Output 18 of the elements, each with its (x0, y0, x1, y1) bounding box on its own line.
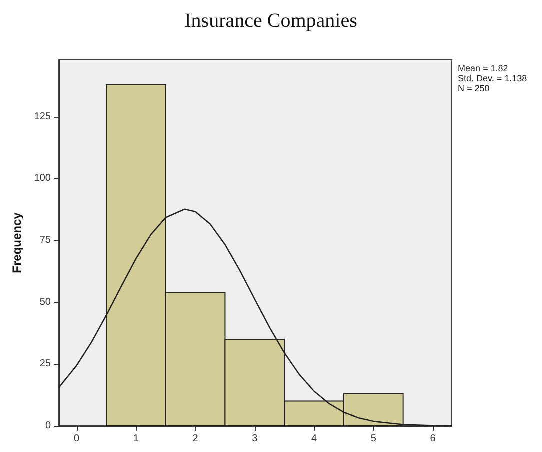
x-tick-label: 0 (74, 434, 80, 444)
x-tick-label: 5 (370, 434, 377, 444)
y-axis-title: Frequency (10, 212, 24, 274)
x-tick-label: 4 (311, 434, 318, 444)
y-tick-label: 75 (40, 235, 52, 246)
x-tick-label: 2 (192, 434, 199, 444)
y-tick-label: 25 (40, 358, 52, 370)
x-tick-label: 3 (252, 434, 258, 444)
y-tick-label: 0 (45, 420, 52, 432)
y-tick-label: 50 (40, 296, 52, 308)
x-tick-label: 1 (133, 434, 140, 444)
y-tick-label: 100 (34, 173, 52, 184)
text: Std. Dev. = 1.138 (458, 74, 528, 84)
y-tick-label: 125 (34, 111, 52, 122)
chart-title: Insurance Companies (184, 10, 358, 32)
text: Mean = 1.82 (458, 64, 508, 74)
text: N = 250 (458, 84, 490, 94)
x-tick-label: 6 (430, 434, 436, 444)
